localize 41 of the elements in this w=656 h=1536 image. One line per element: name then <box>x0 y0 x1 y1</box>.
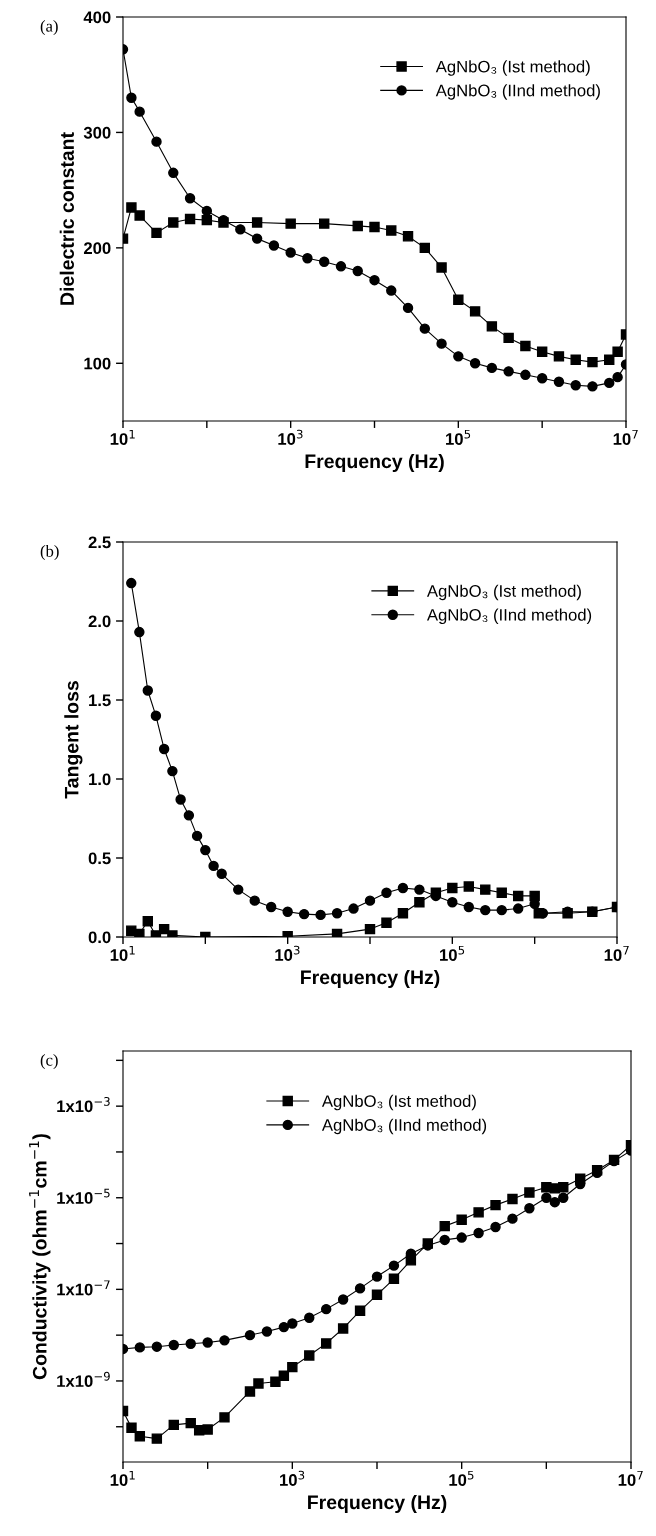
legend-label: AgNbO₃ (Ist method) <box>426 584 581 601</box>
x-tick-label: 10$^{1}$ <box>110 429 135 445</box>
x-tick-label: 10$^{1}$ <box>110 1470 135 1486</box>
x-tick-label: 10$^{7}$ <box>613 429 638 445</box>
x-axis-title: Frequency (Hz) <box>305 453 444 473</box>
x-axis-title: Frequency (Hz) <box>301 969 440 989</box>
x-tick-label: 10$^{3}$ <box>278 429 303 445</box>
chart-title: (a) <box>40 20 58 36</box>
x-tick-label: 10$^{3}$ <box>275 945 300 961</box>
legend-label: AgNbO₃ (Ist method) <box>435 60 590 76</box>
x-tick-label: 10$^{1}$ <box>110 945 135 961</box>
legend-label: AgNbO₃ (IInd method) <box>321 1118 487 1135</box>
y-axis-title: Conductivity (ohm$^{−1}$cm$^{−1}$) <box>29 1134 51 1380</box>
x-axis-title: Frequency (Hz) <box>308 1494 447 1514</box>
x-tick-label: 10$^{7}$ <box>618 1470 643 1486</box>
y-tick-label: 400 <box>83 11 111 24</box>
y-tick-label: 1.0 <box>89 773 111 786</box>
x-tick-label: 10$^{3}$ <box>280 1470 305 1486</box>
legend-label: AgNbO₃ (IInd method) <box>435 84 600 100</box>
y-tick-label: 1x10$^{−7}$ <box>57 1280 110 1296</box>
y-tick-label: 1x10$^{−9}$ <box>57 1371 110 1388</box>
x-tick-label: 10$^{7}$ <box>604 945 629 961</box>
x-tick-label: 10$^{5}$ <box>446 429 471 445</box>
y-axis-title: Tangent loss <box>64 681 83 799</box>
y-tick-label: 200 <box>83 242 111 255</box>
x-tick-label: 10$^{5}$ <box>440 945 465 961</box>
chart-title: (c) <box>40 1054 58 1070</box>
legend-label: AgNbO₃ (IInd method) <box>426 608 592 625</box>
legend-label: AgNbO₃ (Ist method) <box>321 1094 476 1111</box>
y-tick-label: 2.0 <box>88 615 111 628</box>
y-tick-label: 1.5 <box>89 694 111 707</box>
y-tick-label: 2.5 <box>88 536 111 549</box>
y-axis-title: Dielectric constant <box>59 132 74 305</box>
y-tick-label: 1x10$^{−5}$ <box>57 1188 110 1204</box>
y-tick-label: 0.5 <box>88 852 111 865</box>
y-tick-label: 300 <box>83 126 111 139</box>
chart-title: (b) <box>40 545 59 561</box>
y-tick-label: 100 <box>84 357 111 370</box>
y-tick-label: 0.0 <box>88 931 111 944</box>
y-tick-label: 1x10$^{−3}$ <box>57 1097 110 1113</box>
x-tick-label: 10$^{5}$ <box>449 1470 474 1486</box>
